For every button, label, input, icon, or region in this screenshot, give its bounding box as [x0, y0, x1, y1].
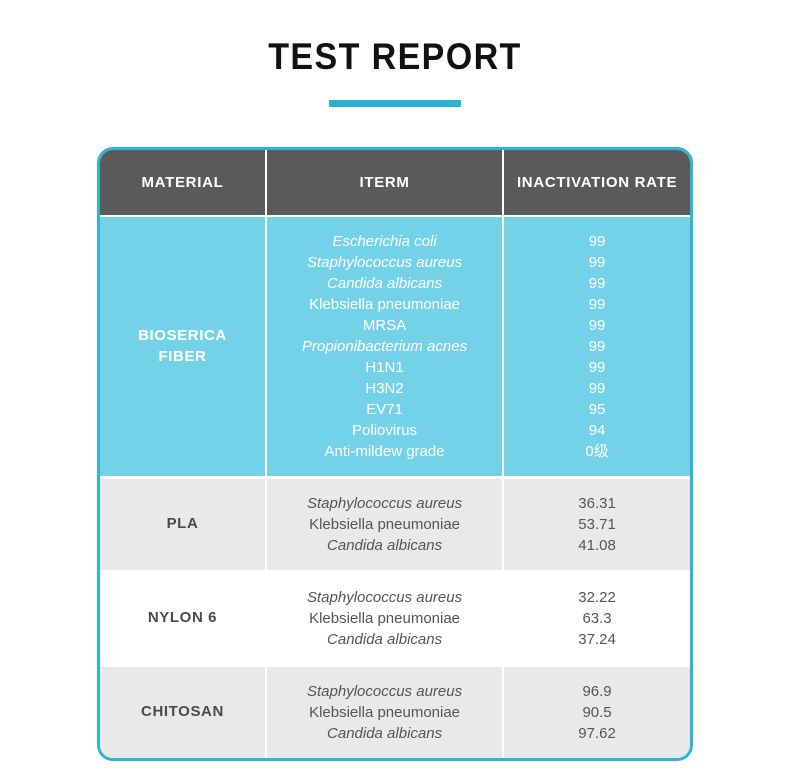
- material-cell: BIOSERICA FIBER: [100, 217, 267, 476]
- item-rate-value: 37.24: [578, 631, 616, 648]
- item-name: Klebsiella pneumoniae: [309, 296, 461, 313]
- rate-list-cell: 99 99 99 99 99 99 99 99 95 94 0级: [504, 217, 690, 476]
- item-rate-value: 36.31: [578, 495, 616, 512]
- item-rate-value: 99: [588, 254, 606, 271]
- item-name: Staphylococcus aureus: [307, 495, 463, 512]
- rate-list-cell: 96.9 90.5 97.62: [504, 667, 690, 758]
- item-rate-value: 99: [588, 233, 606, 250]
- table-row: NYLON 6 Staphylococcus aureus Klebsiella p…: [100, 570, 690, 664]
- item-name: Staphylococcus aureus: [307, 683, 463, 700]
- item-list-cell: Staphylococcus aureus Klebsiella pneumoni…: [267, 667, 505, 758]
- material-cell: PLA: [100, 479, 267, 570]
- item-rate-value: 96.9: [582, 683, 612, 700]
- item-rate-value: 99: [588, 275, 606, 292]
- material-cell: NYLON 6: [100, 573, 267, 664]
- item-name: Propionibacterium acnes: [302, 338, 468, 355]
- page-title: TEST REPORT: [268, 36, 522, 77]
- column-header-inactivation-rate: INACTIVATION RATE: [516, 174, 678, 191]
- item-rate-value: 99: [588, 338, 606, 355]
- item-name: H3N2: [365, 380, 404, 397]
- item-name: Klebsiella pneumoniae: [309, 704, 461, 721]
- item-rate-value: 94: [588, 422, 606, 439]
- item-rate-value: 53.71: [578, 516, 616, 533]
- item-rate-value: 32.22: [578, 589, 616, 606]
- item-name: Candida albicans: [327, 631, 443, 648]
- test-report-table: MATERIAL ITERM INACTIVATION RATE BIOSERI…: [97, 147, 693, 761]
- material-label: FIBER: [158, 347, 207, 365]
- material-label: NYLON 6: [147, 609, 218, 627]
- column-header-material: MATERIAL: [100, 150, 267, 215]
- item-name: Anti-mildew grade: [324, 443, 445, 460]
- item-rate-value: 99: [588, 317, 606, 334]
- material-label: CHITOSAN: [141, 703, 224, 721]
- table-body: BIOSERICA FIBER Escherichia coli Staphyloco…: [100, 215, 690, 758]
- material-label: BIOSERICA: [138, 327, 227, 345]
- item-name: Candida albicans: [327, 537, 443, 554]
- item-name: Klebsiella pneumoniae: [309, 516, 461, 533]
- item-name: Klebsiella pneumoniae: [309, 610, 461, 627]
- item-rate-value: 41.08: [578, 537, 616, 554]
- table-row: CHITOSAN Staphylococcus aureus Klebsiella …: [100, 664, 690, 758]
- material-cell: CHITOSAN: [100, 667, 267, 758]
- item-name: MRSA: [362, 317, 407, 334]
- rate-list-cell: 32.22 63.3 37.24: [504, 573, 690, 664]
- item-rate-value: 0级: [585, 443, 609, 460]
- rate-list-cell: 36.31 53.71 41.08: [504, 479, 690, 570]
- item-name: Candida albicans: [327, 275, 443, 292]
- item-name: EV71: [366, 401, 403, 418]
- item-list-cell: Staphylococcus aureus Klebsiella pneumoni…: [267, 479, 505, 570]
- title-underline-bar: [329, 100, 461, 107]
- item-name: Escherichia coli: [332, 233, 437, 250]
- item-name: Staphylococcus aureus: [307, 589, 463, 606]
- item-rate-value: 95: [588, 401, 606, 418]
- item-rate-value: 63.3: [582, 610, 612, 627]
- item-name: Poliovirus: [352, 422, 418, 439]
- item-rate-value: 90.5: [582, 704, 612, 721]
- item-list-cell: Escherichia coli Staphylococcus aureus Can…: [267, 217, 505, 476]
- title-block: TEST REPORT: [0, 0, 790, 107]
- item-rate-value: 99: [588, 296, 606, 313]
- table-row: BIOSERICA FIBER Escherichia coli Staphyloco…: [100, 215, 690, 476]
- item-rate-value: 97.62: [578, 725, 616, 742]
- table-header-row: MATERIAL ITERM INACTIVATION RATE: [100, 150, 690, 215]
- item-name: Candida albicans: [327, 725, 443, 742]
- item-rate-value: 99: [588, 380, 606, 397]
- table-row: PLA Staphylococcus aureus Klebsiella pneum…: [100, 476, 690, 570]
- item-rate-value: 99: [588, 359, 606, 376]
- material-label: PLA: [166, 515, 199, 533]
- column-header-iterm: ITERM: [267, 150, 505, 215]
- item-list-cell: Staphylococcus aureus Klebsiella pneumoni…: [267, 573, 505, 664]
- item-name: H1N1: [365, 359, 404, 376]
- item-name: Staphylococcus aureus: [307, 254, 463, 271]
